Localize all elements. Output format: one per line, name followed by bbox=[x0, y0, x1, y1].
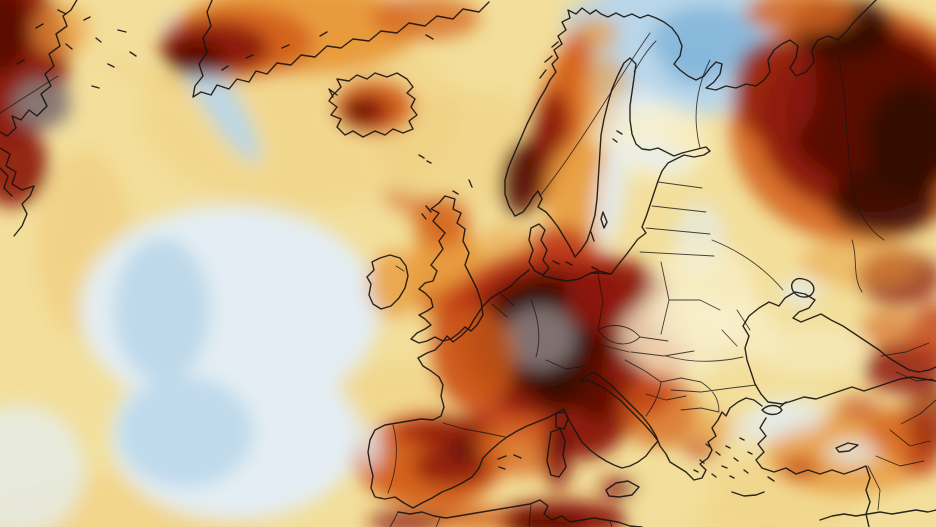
anomaly-anatolia-spot1 bbox=[780, 456, 820, 480]
anomaly-morocco-hot bbox=[368, 510, 444, 527]
anomaly-galicia-hot bbox=[394, 417, 422, 439]
anomaly-france-west-hot bbox=[432, 306, 516, 410]
anomaly-italy-north-core bbox=[576, 372, 616, 420]
border-balkans-east-europe bbox=[624, 239, 784, 417]
anomaly-wales-spot bbox=[421, 293, 439, 307]
country-borders bbox=[0, 32, 936, 527]
coastline-small-north-islands bbox=[418, 34, 473, 220]
anomaly-azores-cool-core bbox=[117, 377, 253, 487]
coastline-italy-adriatic-greece bbox=[564, 371, 763, 481]
anomaly-spain-north-hot bbox=[396, 417, 500, 447]
anomaly-black-sea-pale bbox=[755, 325, 865, 375]
anomaly-russia-extreme-s bbox=[829, 168, 936, 236]
anomaly-azov-pale bbox=[780, 280, 820, 304]
anomaly-balkans-spot bbox=[638, 386, 670, 410]
border-baltics bbox=[639, 181, 715, 257]
anomaly-baltic-cool bbox=[594, 143, 628, 247]
anomaly-norway-top-hot bbox=[556, 30, 592, 86]
coastline-aegean-turkey-levant bbox=[755, 417, 871, 527]
anomaly-ireland-hot bbox=[368, 250, 420, 318]
border-iberia bbox=[387, 422, 506, 494]
anomaly-pontus-spot bbox=[836, 395, 880, 421]
anomaly-iceland-core2 bbox=[345, 104, 371, 122]
meridian-line bbox=[0, 75, 59, 114]
anomaly-labrador-gray-core bbox=[13, 79, 71, 129]
coastline-ireland bbox=[366, 254, 409, 310]
anomaly-europe-gray-core bbox=[504, 306, 576, 370]
border-russia-rivers bbox=[837, 54, 885, 293]
coastline-labrador bbox=[0, 0, 137, 237]
anomaly-wmed-hot bbox=[476, 416, 564, 476]
border-turkey-caucasus bbox=[867, 342, 936, 511]
coastline-baltic bbox=[514, 57, 711, 275]
anomaly-labrador-core bbox=[0, 0, 30, 75]
anomaly-aegean-ne-pale bbox=[730, 414, 790, 446]
anomaly-greenland-core2 bbox=[166, 40, 226, 76]
anomaly-atlantic-cool-core bbox=[114, 238, 210, 382]
anomaly-mesopotamia-hot bbox=[906, 384, 936, 456]
border-north-africa bbox=[389, 504, 613, 527]
anomaly-gulf-finland-pale bbox=[628, 146, 692, 170]
anomaly-ukraine-pale bbox=[620, 293, 740, 377]
anomaly-greenland-east-hot bbox=[370, 0, 480, 40]
anomaly-davis-warm bbox=[32, 2, 88, 58]
coastline-denmark bbox=[528, 223, 573, 276]
anomaly-scotland-hot bbox=[414, 196, 470, 248]
anomaly-spain-core bbox=[446, 439, 486, 461]
coastline-med-islands bbox=[497, 408, 859, 498]
anomaly-cyprus-sea-pale bbox=[826, 439, 878, 465]
anomaly-russia-west-hot bbox=[733, 38, 817, 142]
anomaly-armenia-warm bbox=[860, 310, 916, 346]
coastline-scandinavia-arctic bbox=[504, 0, 877, 217]
coastline-great-britain bbox=[410, 195, 484, 344]
anomaly-steppe-warm bbox=[800, 237, 920, 287]
coastline-continental-west bbox=[367, 269, 612, 509]
anomaly-caspian-edge-hot bbox=[910, 303, 936, 367]
coastline-north-africa bbox=[397, 499, 936, 527]
anomaly-ionian-pale bbox=[632, 467, 712, 517]
anomaly-swcorner-cool bbox=[0, 405, 85, 527]
border-scandinavia bbox=[539, 32, 711, 197]
anomaly-labrador-south-hot bbox=[0, 123, 48, 207]
anomaly-portugal-coast-pale bbox=[363, 422, 381, 470]
coastline-greenland bbox=[192, 0, 490, 98]
coastline-iceland bbox=[328, 72, 418, 138]
anomaly-russia-extreme-e bbox=[866, 83, 936, 193]
anomaly-pechora-hot bbox=[745, 0, 855, 34]
